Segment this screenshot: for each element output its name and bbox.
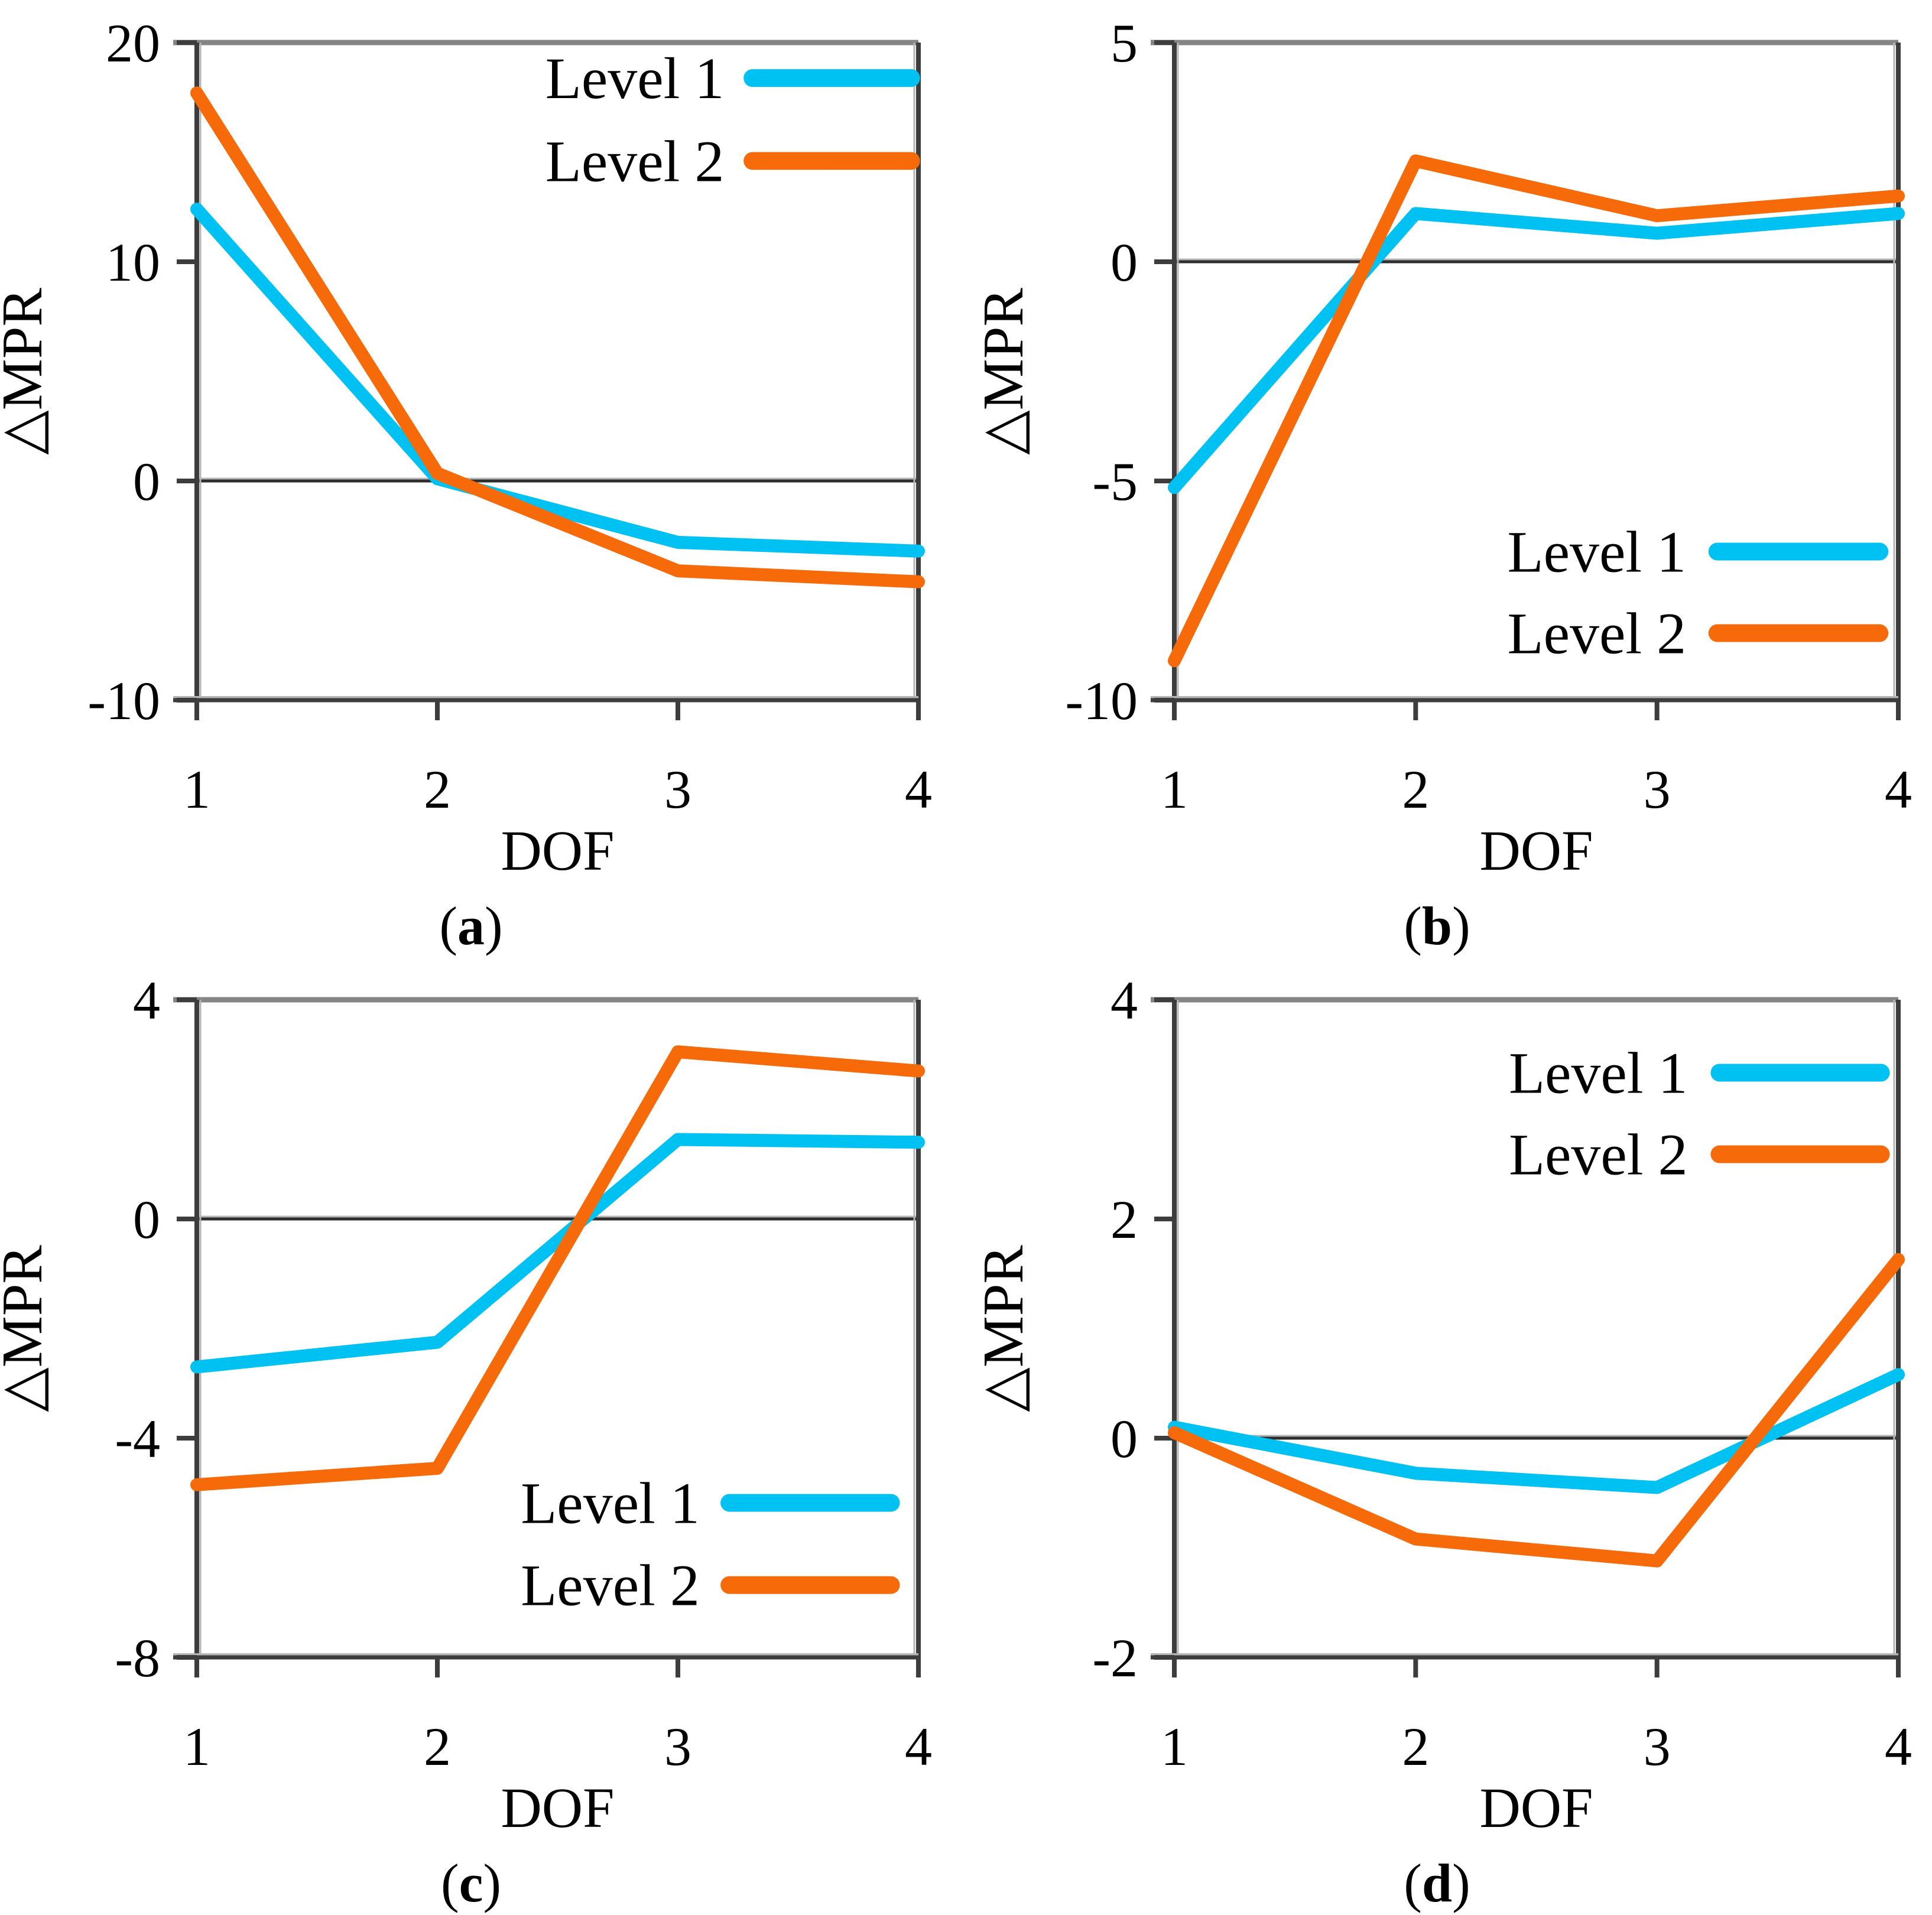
chart-a: 20 10 0 -10 1 2 3 4 Level 1 Level 2 DOF △MPR (a) (0, 13, 932, 956)
y-tick-label: 10 (106, 232, 160, 292)
legend-label: Level 1 (1509, 1041, 1688, 1106)
x-tick-label: 3 (1644, 759, 1671, 820)
y-tick-label: 5 (1111, 13, 1138, 73)
legend-label: Level 1 (1508, 519, 1687, 584)
x-axis-title: DOF (501, 1776, 614, 1839)
legend-label: Level 2 (1509, 1122, 1688, 1188)
y-axis-title: △MPR (972, 288, 1035, 455)
panel-d: 4 2 0 -2 1 2 3 4 Level 1 Level 2 DOF △MPR (d) (963, 957, 1932, 1915)
panel-caption: (a) (439, 896, 502, 956)
x-tick-label: 3 (664, 1716, 691, 1777)
y-tick-label: 0 (133, 1189, 160, 1250)
x-tick-label: 1 (1161, 1716, 1188, 1777)
y-tick-label: -5 (1092, 451, 1138, 512)
x-tick-label: 1 (183, 759, 210, 820)
x-tick-label: 2 (1402, 759, 1429, 820)
x-tick-label: 2 (1402, 1716, 1429, 1777)
x-tick-label: 1 (1161, 759, 1188, 820)
series-line-level1 (1168, 207, 1905, 495)
y-tick-label: -8 (115, 1628, 160, 1688)
panel-b: 5 0 -5 -10 1 2 3 4 Level 1 Level 2 DOF △MPR (b) (963, 0, 1932, 957)
x-tick-label: 3 (664, 759, 691, 820)
x-axis-title: DOF (501, 819, 614, 882)
y-tick-label: -10 (1065, 671, 1138, 731)
y-axis-title: △MPR (972, 1245, 1035, 1412)
legend-label: Level 1 (521, 1470, 700, 1536)
y-tick-label: 2 (1111, 1189, 1138, 1250)
x-tick-label: 3 (1644, 1716, 1671, 1777)
y-tick-label: 20 (106, 13, 160, 73)
panel-caption: (b) (1404, 896, 1470, 956)
x-tick-label: 4 (905, 759, 932, 820)
panel-caption: (d) (1404, 1853, 1470, 1913)
series-line-level2 (190, 86, 925, 589)
y-tick-label: 0 (1111, 1409, 1138, 1469)
y-tick-label: -10 (87, 671, 160, 731)
x-tick-label: 4 (1885, 1716, 1912, 1777)
series-line-level1 (1168, 1368, 1905, 1494)
panel-c: 4 0 -4 -8 1 2 3 4 Level 1 Level 2 DOF △MPR (c) (0, 957, 963, 1915)
x-tick-label: 2 (424, 1716, 451, 1777)
y-tick-label: 0 (133, 451, 160, 512)
x-tick-label: 2 (424, 759, 451, 820)
chart-c: 4 0 -4 -8 1 2 3 4 Level 1 Level 2 DOF △MPR (c) (0, 970, 932, 1913)
x-axis-title: DOF (1479, 819, 1593, 882)
y-tick-label: -2 (1092, 1628, 1138, 1688)
y-tick-label: 0 (1111, 232, 1138, 292)
panel-caption: (c) (441, 1853, 501, 1913)
y-axis-title: △MPR (0, 288, 54, 455)
chart-d: 4 2 0 -2 1 2 3 4 Level 1 Level 2 DOF △MPR (d) (972, 970, 1912, 1913)
legend-label: Level 1 (545, 45, 725, 111)
y-tick-label: 4 (133, 970, 160, 1030)
x-axis-title: DOF (1479, 1776, 1593, 1839)
series-line-level1 (190, 1133, 925, 1374)
panel-a: 20 10 0 -10 1 2 3 4 Level 1 Level 2 DOF △MPR (a) (0, 0, 963, 957)
chart-b: 5 0 -5 -10 1 2 3 4 Level 1 Level 2 DOF △MPR (b) (972, 13, 1912, 956)
series-line-level2 (1168, 1253, 1905, 1568)
y-axis-title: △MPR (0, 1245, 54, 1412)
y-tick-label: -4 (115, 1409, 160, 1469)
series-line-level2 (190, 1045, 925, 1491)
x-tick-label: 4 (905, 1716, 932, 1777)
legend-label: Level 2 (545, 128, 725, 194)
x-tick-label: 1 (183, 1716, 210, 1777)
y-tick-label: 4 (1111, 970, 1138, 1030)
legend-label: Level 2 (521, 1553, 700, 1618)
x-tick-label: 4 (1885, 759, 1912, 820)
series-line-level2 (1168, 154, 1905, 668)
legend-label: Level 2 (1508, 600, 1687, 666)
series-line-level1 (190, 202, 925, 558)
